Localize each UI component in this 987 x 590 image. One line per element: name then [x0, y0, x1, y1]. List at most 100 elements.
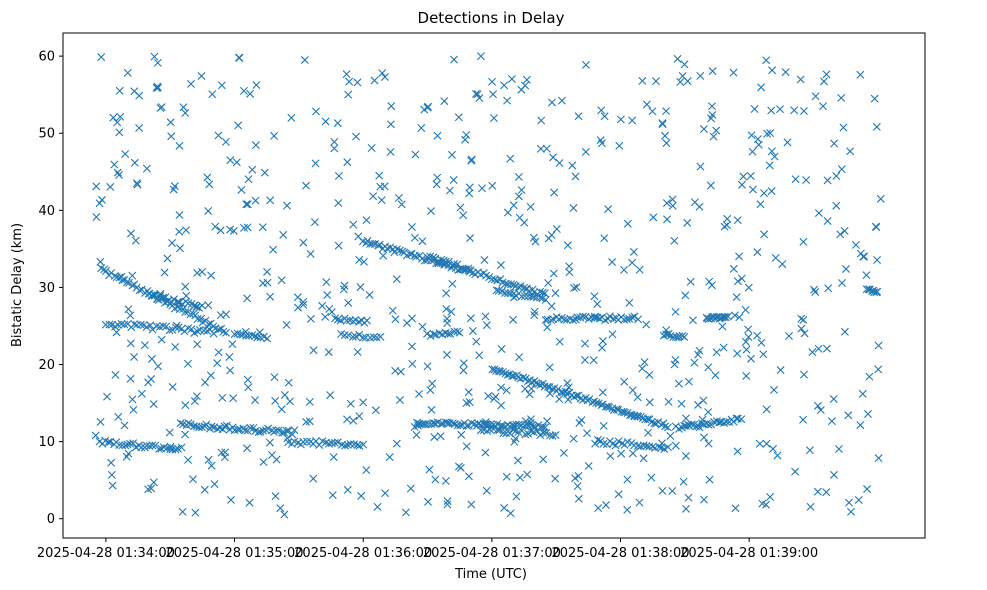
detection-point	[838, 279, 847, 287]
detection-point	[598, 343, 607, 352]
detection-point	[407, 223, 416, 231]
detection-point	[222, 421, 231, 430]
detection-point	[184, 419, 193, 428]
detection-point	[533, 426, 542, 435]
detection-point	[322, 278, 331, 287]
detection-point	[686, 277, 695, 286]
detection-point	[684, 377, 693, 386]
detection-point	[856, 70, 865, 79]
detection-point	[873, 287, 882, 296]
detection-point	[397, 200, 406, 209]
detection-point	[601, 316, 610, 325]
detection-point	[392, 245, 401, 254]
detection-point	[709, 132, 718, 141]
detection-point	[629, 247, 638, 256]
detection-point	[596, 436, 605, 445]
detection-point	[91, 431, 100, 440]
detection-point	[251, 196, 260, 205]
detection-point	[645, 442, 654, 451]
detection-point	[564, 395, 573, 404]
detection-point	[150, 52, 159, 61]
detection-point	[142, 164, 151, 173]
detection-point	[628, 386, 637, 395]
detection-point	[356, 283, 365, 292]
detection-point	[280, 510, 289, 519]
detection-point	[628, 313, 637, 322]
detection-point	[509, 201, 518, 210]
detection-point	[744, 283, 753, 292]
detection-point	[695, 346, 704, 355]
detection-point	[851, 240, 860, 249]
detection-point	[584, 461, 593, 470]
detection-point	[274, 426, 283, 435]
detection-point	[663, 215, 672, 224]
detection-point	[733, 277, 742, 286]
detection-point	[648, 107, 657, 116]
detection-point	[574, 112, 583, 121]
detection-point	[670, 236, 679, 245]
detection-point	[226, 495, 235, 504]
detection-point	[662, 139, 671, 148]
detection-point	[572, 283, 581, 292]
detection-point	[443, 500, 452, 509]
detection-point	[126, 439, 135, 448]
detection-point	[712, 348, 721, 357]
detection-point	[330, 137, 339, 146]
detection-point	[457, 430, 466, 439]
detection-point	[248, 165, 257, 174]
detection-point	[144, 378, 153, 387]
detection-point	[741, 305, 750, 314]
detection-point	[671, 307, 680, 316]
detection-point	[218, 393, 227, 402]
detection-point	[813, 487, 822, 496]
detection-point	[465, 189, 474, 198]
detection-point	[548, 385, 557, 394]
detection-point	[579, 312, 587, 321]
detection-point	[165, 326, 174, 335]
detection-point	[681, 291, 690, 300]
detection-point	[737, 415, 746, 424]
detection-point	[430, 433, 439, 442]
detection-point	[488, 77, 497, 86]
detection-point	[410, 422, 419, 431]
detection-point	[733, 447, 742, 456]
detection-point	[609, 314, 618, 323]
detection-point	[563, 379, 572, 388]
detection-point	[704, 420, 713, 429]
detection-point	[512, 492, 521, 501]
detection-point	[258, 279, 267, 288]
detection-point	[283, 201, 292, 210]
detection-point	[115, 86, 124, 95]
detection-point	[344, 331, 353, 340]
detection-point	[321, 312, 330, 321]
detection-point	[489, 114, 498, 123]
detection-point	[822, 344, 831, 353]
detection-point	[220, 453, 229, 462]
detection-point	[482, 486, 491, 495]
detection-point	[376, 182, 385, 191]
detection-point	[306, 249, 315, 258]
detection-point	[642, 320, 651, 329]
detection-point	[591, 439, 600, 448]
detection-point	[467, 156, 476, 165]
x-tick-label: 2025-04-28 01:35:00	[166, 546, 304, 561]
detection-point	[748, 185, 757, 194]
detection-point	[785, 332, 793, 341]
detection-point	[856, 421, 865, 430]
detection-point	[475, 94, 484, 103]
detection-point	[871, 222, 880, 231]
detection-point	[303, 437, 312, 446]
detection-point	[658, 486, 667, 495]
detection-point	[149, 400, 158, 409]
detection-point	[192, 392, 201, 401]
detection-point	[288, 430, 297, 439]
detection-point	[874, 454, 883, 463]
detection-point	[271, 396, 280, 405]
detection-point	[746, 354, 755, 363]
detection-point	[648, 442, 657, 451]
detection-point	[406, 250, 415, 259]
detection-point	[666, 431, 675, 440]
detection-point	[741, 337, 750, 346]
detection-point	[349, 416, 358, 425]
detection-point	[302, 181, 311, 190]
